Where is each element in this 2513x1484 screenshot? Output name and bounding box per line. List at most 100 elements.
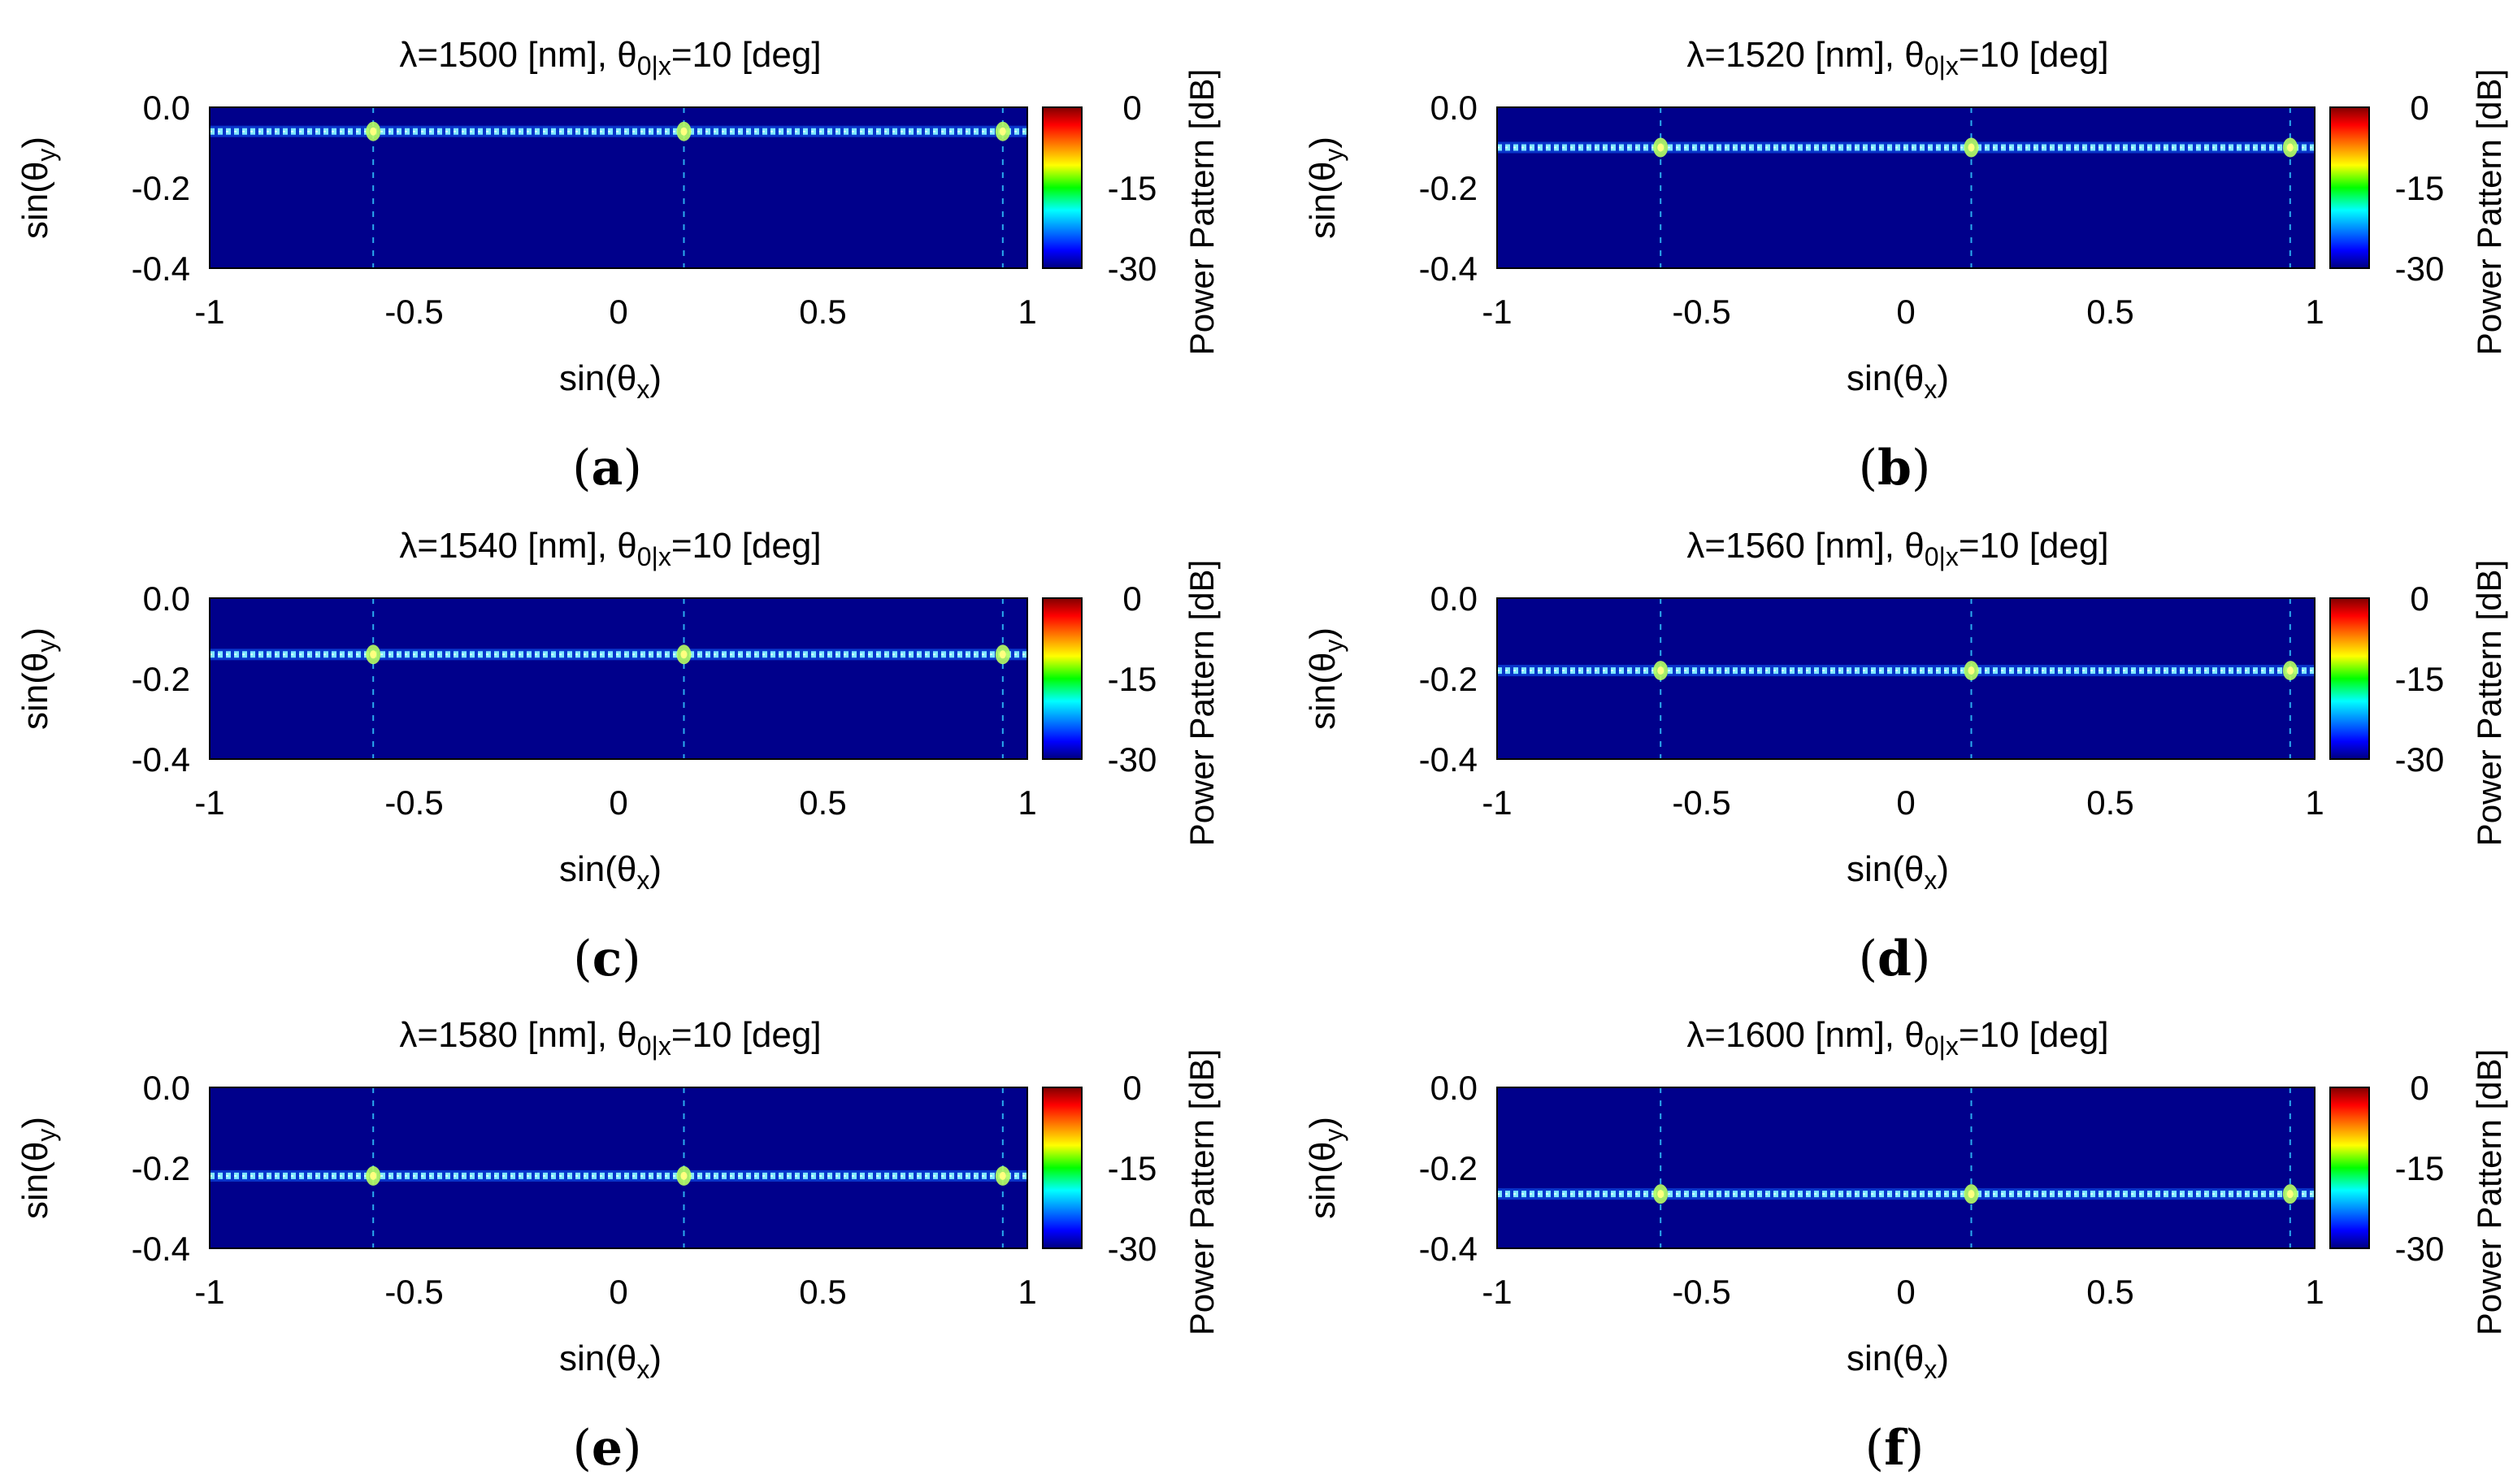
panel-a: λ=1500 [nm], θ0|x=10 [deg] 0.0 -0.2 -0.4-1 -… (15, 35, 1221, 497)
heatmap-background (1497, 107, 2315, 268)
x-axis-label: sin(θx) (559, 358, 662, 404)
x-tick-label: 1 (2305, 783, 2324, 822)
grating-lobe-core-3 (2286, 666, 2294, 675)
y-tick-label: 0.0 (143, 1069, 190, 1107)
panel-title: λ=1500 [nm], θ0|x=10 [deg] (399, 35, 821, 80)
colorbar-tick-label: 0 (1122, 579, 1141, 618)
colorbar-tick-label: -15 (2395, 1149, 2445, 1187)
x-tick-label: 1 (2305, 1273, 2324, 1311)
y-tick-label: 0.0 (1430, 579, 1478, 618)
x-tick-label: -0.5 (384, 293, 443, 331)
colorbar-tick-label: -15 (2395, 169, 2445, 207)
panel-caption: (a) (572, 440, 642, 497)
colorbar-tick-label: -15 (1108, 660, 1157, 698)
y-tick-label: -0.4 (132, 250, 190, 288)
plot-frame (209, 597, 1028, 760)
x-tick-label: -0.5 (1672, 783, 1730, 822)
colorbar (2329, 1087, 2370, 1249)
x-tick-label: 1 (2305, 293, 2324, 331)
colorbar (2329, 597, 2370, 760)
x-axis-label: sin(θx) (559, 849, 662, 895)
colorbar-tick-label: -15 (1108, 1149, 1157, 1187)
panel-caption: (e) (572, 1420, 641, 1477)
colorbar-tick-label: 0 (1122, 1069, 1141, 1107)
panel-d: λ=1560 [nm], θ0|x=10 [deg] 0.0 -0.2 -0.4-1 -… (1303, 526, 2508, 987)
colorbar-tick-label: -30 (2395, 250, 2445, 288)
colorbar-label: Power Pattern [dB] (2470, 560, 2508, 847)
x-axis-label: sin(θx) (1847, 849, 1949, 895)
colorbar-tick-label: 0 (1122, 89, 1141, 127)
panel-title: λ=1580 [nm], θ0|x=10 [deg] (399, 1015, 821, 1061)
panel-title: λ=1520 [nm], θ0|x=10 [deg] (1686, 35, 2108, 80)
colorbar (1042, 1087, 1083, 1249)
panel-b: λ=1520 [nm], θ0|x=10 [deg] 0.0 -0.2 -0.4-1 -… (1303, 35, 2508, 497)
heatmap-background (1497, 1087, 2315, 1248)
grating-lobe-core-2 (1968, 666, 1975, 675)
colorbar-tick-label: -30 (2395, 1230, 2445, 1268)
y-tick-label: -0.2 (1419, 169, 1478, 207)
colorbar (2329, 106, 2370, 269)
grating-lobe-core-2 (1968, 1190, 1975, 1199)
x-tick-label: -0.5 (1672, 293, 1730, 331)
x-tick-label: 0.5 (799, 783, 846, 822)
y-axis-label: sin(θy) (1303, 627, 1348, 730)
y-tick-label: -0.4 (1419, 250, 1478, 288)
y-axis-label: sin(θy) (1303, 137, 1348, 239)
x-tick-label: -1 (1482, 1273, 1512, 1311)
y-tick-label: 0.0 (1430, 1069, 1478, 1107)
x-tick-label: 0.5 (2086, 1273, 2133, 1311)
colorbar-tick-label: -30 (1108, 250, 1157, 288)
heatmap-background (210, 598, 1027, 759)
y-tick-label: -0.4 (1419, 1230, 1478, 1268)
panel-title: λ=1560 [nm], θ0|x=10 [deg] (1686, 526, 2108, 571)
grating-lobe-core-1 (1657, 1190, 1664, 1199)
x-tick-label: 0 (609, 783, 627, 822)
x-tick-label: -0.5 (384, 1273, 443, 1311)
y-tick-label: -0.2 (1419, 1149, 1478, 1187)
y-axis-label: sin(θy) (15, 627, 61, 730)
x-tick-label: 0 (1896, 293, 1915, 331)
plot-frame (209, 106, 1028, 269)
colorbar-tick-label: -30 (1108, 1230, 1157, 1268)
grating-lobe-core-2 (680, 1171, 688, 1180)
panel-c: λ=1540 [nm], θ0|x=10 [deg] 0.0 -0.2 -0.4-1 -… (15, 526, 1221, 987)
colorbar (1042, 106, 1083, 269)
x-axis-label: sin(θx) (1847, 358, 1949, 404)
x-tick-label: 0.5 (2086, 293, 2133, 331)
colorbar-tick-label: -30 (1108, 740, 1157, 779)
colorbar-label: Power Pattern [dB] (1183, 69, 1221, 356)
x-tick-label: 0.5 (2086, 783, 2133, 822)
y-tick-label: -0.2 (132, 169, 190, 207)
heatmap-background (210, 1087, 1027, 1248)
y-axis-label: sin(θy) (1303, 1117, 1348, 1219)
x-tick-label: -1 (194, 783, 224, 822)
grating-lobe-core-1 (370, 1171, 377, 1180)
colorbar-tick-label: -15 (1108, 169, 1157, 207)
y-tick-label: -0.2 (1419, 660, 1478, 698)
colorbar-label: Power Pattern [dB] (1183, 1049, 1221, 1336)
y-axis-label: sin(θy) (15, 1117, 61, 1219)
panel-f: λ=1600 [nm], θ0|x=10 [deg] 0.0 -0.2 -0.4-1 -… (1303, 1015, 2508, 1477)
panel-caption: (d) (1859, 931, 1931, 987)
colorbar-tick-label: -15 (2395, 660, 2445, 698)
colorbar-tick-label: -30 (2395, 740, 2445, 779)
x-tick-label: 1 (1018, 1273, 1036, 1311)
plot-frame (209, 1087, 1028, 1249)
grating-lobe-core-3 (2286, 143, 2294, 152)
colorbar-label: Power Pattern [dB] (2470, 1049, 2508, 1336)
colorbar-label: Power Pattern [dB] (2470, 69, 2508, 356)
panel-caption: (f) (1865, 1420, 1925, 1477)
panel-caption: (c) (573, 931, 640, 987)
grating-lobe-core-2 (1968, 143, 1975, 152)
x-tick-label: 0 (609, 1273, 627, 1311)
colorbar-tick-label: 0 (2410, 1069, 2428, 1107)
x-tick-label: -1 (194, 293, 224, 331)
x-tick-label: 1 (1018, 293, 1036, 331)
grating-lobe-core-1 (370, 650, 377, 659)
colorbar-tick-label: 0 (2410, 89, 2428, 127)
colorbar-tick-label: 0 (2410, 579, 2428, 618)
grating-lobe-core-3 (999, 127, 1006, 136)
y-tick-label: -0.4 (132, 1230, 190, 1268)
x-tick-label: 0 (1896, 783, 1915, 822)
